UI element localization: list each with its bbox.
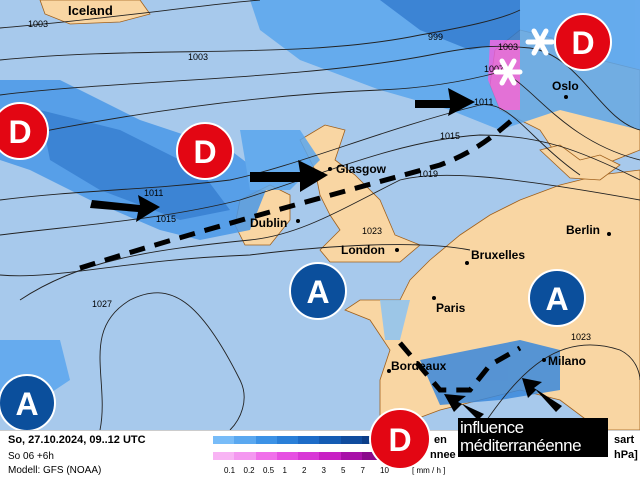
- isobar-label: 1019: [418, 169, 438, 179]
- isobar-label: 1027: [92, 299, 112, 309]
- isobars: [0, 0, 640, 430]
- scale-ticks: 0.1 0.2 0.5 1 2 3 5 7 10: [224, 466, 400, 475]
- scale-swatch: [234, 436, 256, 444]
- isobar-label: 999: [428, 32, 443, 42]
- scale-swatch: [276, 452, 298, 460]
- scale-swatch: [319, 436, 341, 444]
- svg-text:D: D: [388, 422, 411, 458]
- annotation-box: influence méditerranéenne: [458, 418, 608, 457]
- tick: 3: [321, 466, 326, 475]
- scale-swatch: [234, 452, 256, 460]
- isobar-label: 1023: [362, 226, 382, 236]
- tick: 0.2: [243, 466, 255, 475]
- arrow-icon: [250, 160, 328, 192]
- tick: 1: [282, 466, 287, 475]
- isobar-label: 1011: [144, 188, 163, 198]
- svg-text:A: A: [545, 281, 568, 317]
- svg-text:A: A: [306, 274, 329, 310]
- isobar-label: 1015: [156, 214, 176, 224]
- legend-rain-label: en: [434, 434, 447, 446]
- legend-unit: [ mm / h ]: [412, 466, 446, 475]
- svg-text:D: D: [193, 134, 216, 170]
- city-label: Milano: [548, 354, 586, 368]
- low-pressure-icon: D: [176, 122, 234, 180]
- arrow-icon: [415, 88, 475, 116]
- city-label: Iceland: [68, 3, 113, 18]
- scale-swatch: [298, 452, 320, 460]
- tick: 2: [302, 466, 307, 475]
- scale-swatch: [255, 452, 277, 460]
- arrow-icon: [522, 378, 562, 412]
- city-label: London: [341, 243, 385, 257]
- svg-text:D: D: [571, 25, 594, 61]
- scale-swatch: [255, 436, 277, 444]
- city-label: Paris: [436, 301, 466, 315]
- city-label: Oslo: [552, 79, 579, 93]
- isobar-labels: 1003 1003 999 1003 1007 1011 1015 1019 1…: [28, 19, 591, 342]
- legend-snow-label: nnee: [430, 449, 456, 461]
- great-britain-land: [299, 124, 421, 263]
- iceland-land: [39, 0, 151, 25]
- high-pressure-icon: A: [528, 269, 586, 327]
- trough-lines: [79, 113, 522, 393]
- isobar-label: 1023: [571, 332, 591, 342]
- isobar-label: 1003: [498, 42, 518, 52]
- scale-swatch: [340, 452, 362, 460]
- isobar-label: 1011: [474, 97, 493, 107]
- weather-map: 1003 1003 999 1003 1007 1011 1015 1019 1…: [0, 0, 640, 430]
- snow-color-scale: [213, 452, 383, 460]
- scale-swatch: [361, 452, 383, 460]
- legend-model: Modell: GFS (NOAA): [8, 465, 102, 476]
- city-label: Bruxelles: [471, 248, 525, 262]
- legend-right-top: sart: [614, 434, 635, 446]
- city-label: Dublin: [250, 216, 287, 230]
- scale-swatch: [213, 452, 235, 460]
- arrow-icon: [90, 195, 160, 222]
- pressure-centers: D D D A A A: [0, 13, 612, 430]
- low-pressure-icon: D: [554, 13, 612, 71]
- svg-text:A: A: [15, 386, 38, 422]
- snow-icons: [493, 28, 555, 86]
- rain-color-scale: [213, 436, 383, 444]
- low-pressure-icon: D: [369, 408, 431, 470]
- svg-text:D: D: [8, 114, 31, 150]
- tick: 7: [360, 466, 365, 475]
- tick: 5: [341, 466, 346, 475]
- isobar-label: 1007: [484, 64, 504, 74]
- city-label: Berlin: [566, 223, 600, 237]
- city-labels: Iceland Oslo Glasgow Dublin London Bruxe…: [68, 3, 611, 373]
- legend-run: So 06 +6h: [8, 451, 54, 462]
- isobar-label: 1015: [440, 131, 460, 141]
- isobar-label: 1003: [28, 19, 48, 29]
- tick: 0.1: [224, 466, 236, 475]
- tick: 10: [380, 466, 389, 475]
- isobar-label: 1003: [188, 52, 208, 62]
- legend-date: So, 27.10.2024, 09..12 UTC: [8, 434, 146, 446]
- legend-right-bottom: hPa]: [614, 449, 638, 461]
- city-label: Glasgow: [336, 162, 387, 176]
- high-pressure-icon: A: [289, 262, 347, 320]
- snowflake-icon: [525, 28, 555, 56]
- scale-swatch: [213, 436, 235, 444]
- high-pressure-icon: A: [0, 374, 56, 430]
- flow-arrows: [90, 88, 562, 420]
- arrow-icon: [444, 394, 484, 420]
- low-pressure-icon: D: [0, 102, 49, 160]
- scale-swatch: [276, 436, 298, 444]
- snowflake-icon: [493, 58, 523, 86]
- scale-swatch: [340, 436, 362, 444]
- tick: 0.5: [263, 466, 275, 475]
- scale-swatch: [319, 452, 341, 460]
- scale-swatch: [298, 436, 320, 444]
